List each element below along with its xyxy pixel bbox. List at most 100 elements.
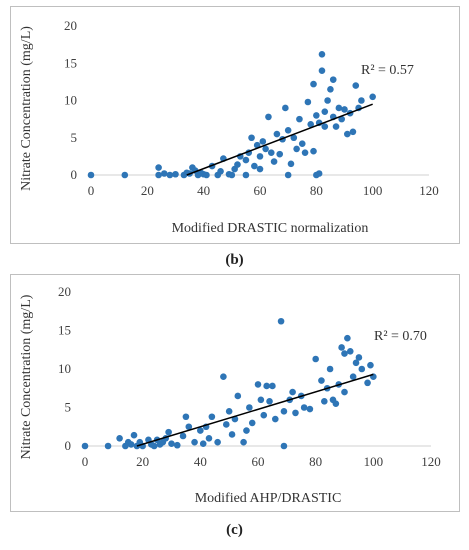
- data-point: [341, 388, 348, 396]
- x-tick-label: 120: [421, 454, 441, 469]
- data-point: [242, 171, 250, 179]
- data-point: [321, 398, 328, 405]
- chart-panel-b: 0 20 40 60 80 100 120 0 5 10 15 20 Modified DRASTIC …: [10, 6, 460, 244]
- data-point: [318, 67, 326, 74]
- data-point: [214, 438, 221, 446]
- y-tick-label: 0: [71, 167, 78, 182]
- data-point: [284, 171, 292, 179]
- data-point: [266, 398, 273, 405]
- data-point: [155, 164, 162, 171]
- data-point: [243, 427, 250, 434]
- data-point: [168, 440, 175, 447]
- data-point: [265, 113, 272, 121]
- data-point: [364, 379, 371, 387]
- data-point: [367, 361, 374, 369]
- y-axis-label: Nitrate Concentration (mg/L): [19, 26, 34, 191]
- data-point: [87, 171, 95, 179]
- data-point: [197, 427, 204, 434]
- x-tick-label: 100: [364, 454, 384, 469]
- data-point: [234, 161, 241, 168]
- scatter-chart-b: 0 20 40 60 80 100 120 0 5 10 15 20 Modified DRASTIC …: [19, 18, 439, 236]
- data-point: [329, 76, 337, 83]
- x-tick-label: 20: [136, 454, 149, 469]
- data-point: [260, 411, 268, 419]
- data-point: [307, 121, 315, 128]
- data-point: [150, 442, 158, 450]
- data-point: [318, 377, 325, 384]
- data-point: [165, 428, 172, 436]
- scatter-chart-c: 0 20 40 60 80 100 120 0 5 10 15 20 Modified AHP/DRAS…: [19, 284, 441, 506]
- data-point: [352, 82, 360, 89]
- data-point: [203, 171, 210, 179]
- data-point: [326, 365, 334, 373]
- y-tick-label: 15: [58, 323, 71, 338]
- data-point: [341, 350, 348, 357]
- data-point: [272, 415, 279, 423]
- data-point: [199, 440, 207, 447]
- y-axis-label: Nitrate Concentration (mg/L): [19, 294, 34, 459]
- data-point: [205, 435, 213, 442]
- data-point: [284, 127, 292, 134]
- data-point: [310, 80, 317, 88]
- data-point: [179, 432, 187, 440]
- caption-c: (c): [226, 522, 243, 538]
- data-point: [248, 134, 255, 142]
- data-point: [160, 170, 168, 177]
- data-point: [280, 442, 288, 450]
- data-point: [332, 123, 340, 130]
- data-point: [310, 147, 317, 155]
- data-point: [246, 404, 253, 411]
- data-point: [259, 138, 267, 145]
- x-tick-label: 0: [88, 183, 95, 198]
- data-point: [324, 97, 331, 104]
- data-point: [358, 365, 366, 373]
- data-point: [254, 381, 262, 388]
- data-point: [172, 170, 179, 178]
- y-tick-label: 10: [58, 361, 71, 376]
- x-tick-label: 0: [82, 454, 89, 469]
- y-tick-label: 10: [64, 93, 77, 108]
- data-point: [369, 93, 376, 101]
- r-squared-annotation: R² = 0.57: [361, 63, 414, 78]
- data-point: [332, 400, 340, 407]
- y-tick-label: 5: [71, 130, 78, 145]
- x-axis-label: Modified DRASTIC normalization: [172, 221, 369, 236]
- data-point: [191, 438, 198, 446]
- chart-panel-c: 0 20 40 60 80 100 120 0 5 10 15 20 Modified AHP/DRAS…: [10, 274, 460, 512]
- x-tick-label: 100: [363, 183, 383, 198]
- trendline: [136, 373, 374, 447]
- data-point: [217, 167, 224, 175]
- data-point: [182, 413, 190, 421]
- data-point: [312, 355, 319, 363]
- data-point: [277, 317, 285, 325]
- y-tick-label: 15: [64, 55, 77, 70]
- y-tick-label: 20: [64, 18, 77, 33]
- data-point: [267, 149, 275, 156]
- data-point: [185, 423, 193, 431]
- data-point: [81, 442, 89, 450]
- data-point: [313, 112, 320, 119]
- caption-b: (b): [225, 252, 244, 268]
- data-point: [273, 130, 281, 138]
- x-axis-label: Modified AHP/DRASTIC: [195, 491, 342, 506]
- data-point: [292, 409, 299, 417]
- data-point: [269, 382, 276, 390]
- x-tick-label: 20: [141, 183, 154, 198]
- data-point: [338, 344, 345, 351]
- data-point: [240, 438, 247, 446]
- data-point: [293, 145, 300, 153]
- data-point: [262, 145, 269, 153]
- data-point: [355, 354, 363, 361]
- data-point: [127, 441, 135, 448]
- data-point: [257, 396, 265, 404]
- data-point: [300, 404, 308, 411]
- data-point: [358, 97, 365, 104]
- data-point: [349, 373, 357, 380]
- data-point: [222, 421, 230, 428]
- data-point: [130, 431, 138, 439]
- data-point: [228, 431, 236, 438]
- data-point: [248, 419, 256, 427]
- data-point: [251, 162, 258, 170]
- data-point: [321, 108, 329, 115]
- x-tick-label: 40: [197, 183, 210, 198]
